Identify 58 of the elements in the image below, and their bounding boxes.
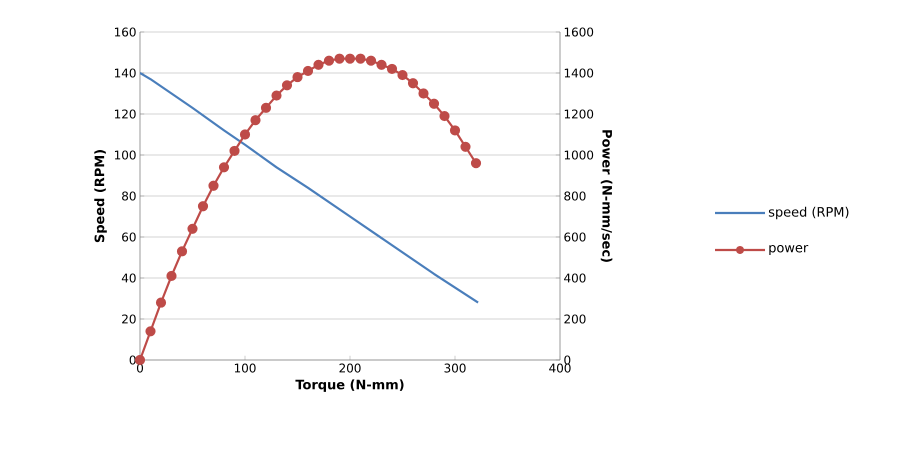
point xyxy=(271,90,282,101)
point xyxy=(334,54,345,64)
point xyxy=(282,80,292,90)
y2-tick-label: 1400 xyxy=(564,68,594,78)
x-tick-label: 100 xyxy=(234,364,256,373)
point xyxy=(229,146,240,156)
point xyxy=(460,142,471,152)
point xyxy=(450,125,460,136)
y-tick-label: 20 xyxy=(122,314,136,324)
point xyxy=(187,224,198,234)
legend-label: speed (RPM) xyxy=(768,206,848,220)
y2-tick-label: 800 xyxy=(564,191,586,201)
point xyxy=(313,60,324,70)
point xyxy=(218,162,230,172)
y2-tick-label: 1200 xyxy=(564,109,594,119)
y-tick-label: 40 xyxy=(122,273,136,283)
y-tick-label: 160 xyxy=(114,27,136,37)
y-tick-label: 100 xyxy=(114,150,136,160)
point xyxy=(292,72,303,82)
point xyxy=(366,56,376,66)
point xyxy=(418,88,429,99)
legend-label: power xyxy=(769,245,808,255)
x-tick-label: 300 xyxy=(444,364,466,373)
y2-tick-label: 200 xyxy=(564,314,586,324)
point xyxy=(355,54,366,64)
y2-tick-label: 600 xyxy=(564,232,586,242)
y2-tick-label: 1600 xyxy=(564,27,594,37)
point xyxy=(260,102,272,113)
point xyxy=(198,201,208,212)
y2-tick-label: 400 xyxy=(564,273,586,283)
point xyxy=(250,115,261,126)
y-tick-label: 60 xyxy=(122,232,136,242)
point xyxy=(408,78,418,88)
y-tick-label: 120 xyxy=(114,109,136,119)
x-tick-label: 200 xyxy=(339,364,361,373)
point xyxy=(428,98,440,109)
point xyxy=(176,246,188,256)
point xyxy=(324,56,334,66)
point xyxy=(208,180,219,191)
x-axis-title: Torque (N-mm) xyxy=(295,379,404,392)
point xyxy=(376,60,387,70)
point xyxy=(470,158,482,168)
point xyxy=(439,110,450,122)
y-axis-title: Speed (RPM) xyxy=(94,150,107,242)
y-tick-label: 140 xyxy=(114,68,136,78)
y-tick-label: 80 xyxy=(122,191,136,201)
point xyxy=(145,326,156,336)
point xyxy=(240,129,250,140)
y2-axis-title: Power (N-mm/sec) xyxy=(600,130,612,262)
point xyxy=(166,270,177,282)
point xyxy=(302,66,314,76)
x-tick-label: 400 xyxy=(549,364,571,373)
point xyxy=(386,64,398,74)
y2-tick-label: 1000 xyxy=(564,150,594,160)
point xyxy=(156,298,166,308)
point xyxy=(344,54,356,64)
point xyxy=(397,70,408,80)
y-tick-label: 0 xyxy=(130,355,136,365)
